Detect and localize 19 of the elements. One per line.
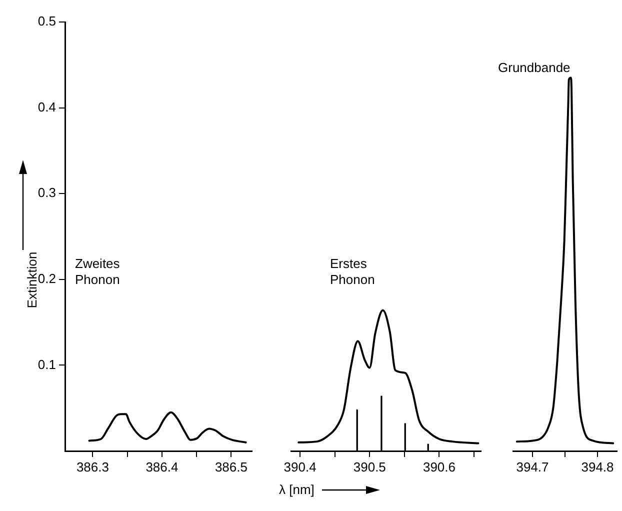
- x-tick-label: 386.3: [76, 459, 109, 474]
- y-tick-label: 0.4: [38, 99, 56, 114]
- x-tick-label: 394.8: [581, 459, 614, 474]
- x-tick-label: 390.5: [353, 459, 386, 474]
- x-axis-title: λ [nm]: [279, 482, 314, 497]
- x-tick-label: 386.4: [146, 459, 178, 474]
- y-tick-label: 0.2: [38, 270, 56, 286]
- x-tick-label: 386.5: [214, 459, 248, 474]
- y-axis-title: Extinktion: [24, 252, 40, 308]
- line-series: [88, 411, 247, 444]
- annotation: Erstes Phonon: [330, 256, 375, 288]
- x-tick-label: 390.4: [284, 459, 316, 474]
- annotation: Grundbande: [498, 60, 570, 76]
- y-tick-label: 0.3: [38, 185, 56, 200]
- y-tick-label: 0.5: [38, 14, 56, 29]
- y-tick-label: 0.1: [38, 356, 56, 372]
- annotation: Zweites Phonon: [75, 256, 120, 288]
- x-tick-label: 390.6: [422, 459, 456, 474]
- x-tick-label: 394.7: [516, 459, 549, 474]
